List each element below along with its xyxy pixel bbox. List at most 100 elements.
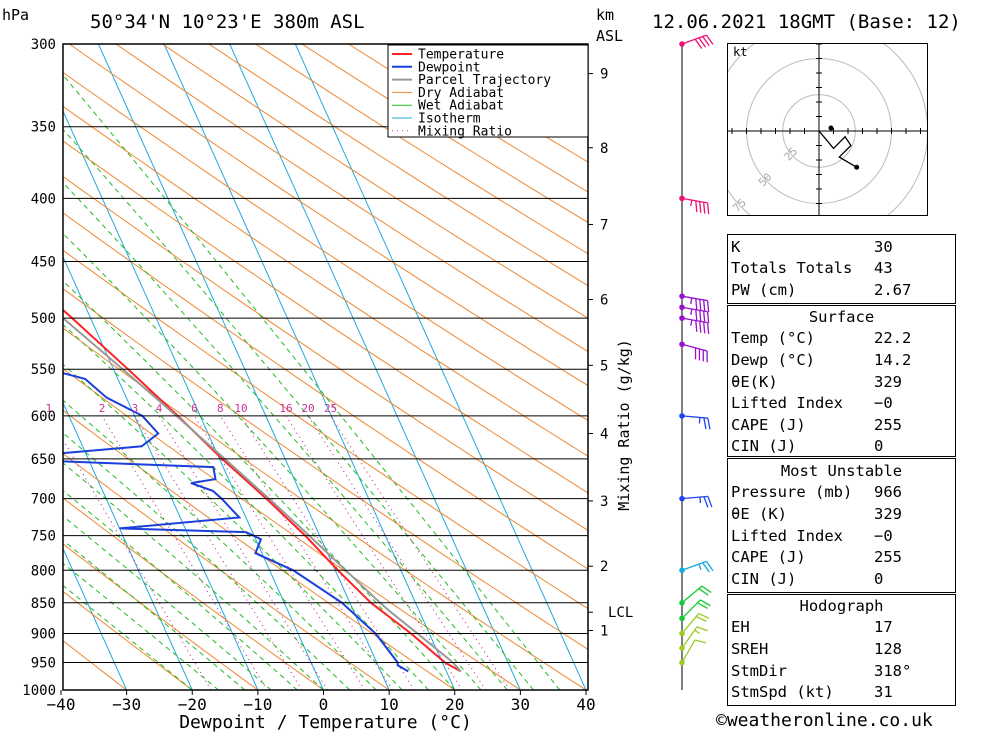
- general-index-value: 2.67: [874, 280, 912, 299]
- wet-adiabat-line: [63, 128, 534, 690]
- isotherm-line: [229, 44, 521, 690]
- wind-barb-feather: [699, 201, 702, 213]
- mu-index-label: θE (K): [731, 504, 787, 523]
- surface-index-label: Temp (°C): [731, 329, 815, 348]
- x-tick-label: −10: [243, 695, 272, 714]
- dry-adiabat-line: [115, 44, 588, 353]
- copyright-link[interactable]: ©weatheronline.co.uk: [716, 710, 933, 731]
- wind-barb-staff: [681, 639, 696, 663]
- wind-barb: [679, 495, 713, 508]
- wet-adiabat-line: [63, 181, 508, 690]
- wet-adiabat-line: [63, 489, 298, 690]
- hodograph-stats-table: Hodograph EH 17 SREH 128 StmDir 318° StmSpd (k…: [727, 595, 956, 703]
- hodo-ring: [728, 44, 927, 215]
- wind-barb-feather: [703, 321, 706, 334]
- most-unstable-title: Most Unstable: [780, 461, 903, 480]
- wind-barb-staff: [681, 197, 708, 204]
- general-index-row: K 30: [727, 236, 956, 258]
- dry-adiabat-line: [63, 249, 588, 610]
- wind-barb-half-feather: [698, 563, 702, 570]
- plot-frame: [62, 43, 589, 691]
- wind-barb-feather: [706, 322, 710, 335]
- wind-level-dot: [679, 659, 685, 666]
- most-unstable-table: Most Unstable Pressure (mb) 966 θE (K) 329 L…: [727, 460, 956, 590]
- isotherm-line: [63, 401, 193, 690]
- wind-barb-feather: [694, 38, 703, 49]
- mu-index-value: 329: [874, 504, 902, 523]
- wind-barb-feather: [706, 202, 710, 215]
- x-tick-label: −20: [178, 695, 207, 714]
- mu-index-label: Lifted Index: [731, 526, 843, 545]
- wind-barb-staff: [681, 34, 707, 45]
- surface-index-row: Temp (°C) 22.2: [727, 328, 956, 350]
- wind-barb-half-feather: [698, 417, 701, 424]
- hodograph-stats-title: Hodograph: [799, 596, 884, 615]
- x-tick-label: 0: [319, 695, 329, 714]
- wind-barb-staff: [681, 585, 703, 604]
- x-axis-label: Dewpoint / Temperature (°C): [179, 712, 472, 733]
- wind-barb-feather: [698, 37, 707, 48]
- wind-barb-feather: [702, 562, 710, 573]
- wind-barb-half-feather: [690, 308, 693, 316]
- wind-barb-half-feather: [690, 199, 693, 207]
- parcel-trajectory-line: [63, 316, 462, 673]
- wind-level-dot: [679, 413, 685, 419]
- asl-unit: ASL: [596, 27, 624, 45]
- mixing-ratio-label: 8: [217, 402, 224, 415]
- general-index-label: K: [731, 237, 741, 256]
- surface-title: Surface: [808, 307, 875, 326]
- height-tick-label: 2: [600, 559, 608, 575]
- wind-barb-feather: [694, 639, 707, 644]
- x-tick-label: 40: [576, 695, 595, 714]
- wind-level-dot: [679, 567, 685, 574]
- wind-level-dot: [679, 304, 685, 311]
- legend-entry: Isotherm: [418, 112, 481, 127]
- wind-barb-staff: [681, 415, 708, 419]
- mixing-ratio-line: [219, 415, 394, 690]
- wind-barb-staff: [681, 343, 708, 352]
- pressure-tick-label: 400: [31, 191, 56, 207]
- surface-index-label: Dewp (°C): [731, 350, 815, 369]
- dry-adiabat-line: [63, 497, 324, 690]
- hodograph-unit: kt: [733, 45, 748, 59]
- pressure-tick-label: 550: [31, 362, 56, 378]
- hodograph-stats-box: [727, 594, 956, 706]
- wet-adiabat-line: [63, 324, 429, 690]
- dry-adiabat-line: [63, 327, 587, 690]
- wind-barb-feather: [702, 36, 710, 47]
- wind-barb-staff: [681, 495, 708, 500]
- wind-level-dot: [679, 495, 685, 502]
- dry-adiabat-line: [162, 44, 588, 319]
- wind-barb: [679, 612, 710, 637]
- surface-index-row: CIN (J) 0: [727, 436, 956, 458]
- hodo-index-row: StmDir 318°: [727, 660, 956, 682]
- general-index-row: Totals Totals 43: [727, 258, 956, 280]
- surface-index-value: 0: [874, 437, 884, 456]
- general-index-value: 30: [874, 237, 893, 256]
- hodo-index-value: 318°: [874, 661, 912, 680]
- legend-entry: Temperature: [418, 48, 504, 63]
- legend-entry: Dry Adiabat: [418, 86, 504, 101]
- wind-barb-feather: [705, 561, 714, 572]
- most-unstable-box: [727, 458, 956, 593]
- wind-barb: [679, 34, 714, 49]
- wind-barb: [679, 293, 710, 313]
- mixing-ratio-label: 16: [279, 402, 292, 415]
- mixing-ratio-label: 4: [156, 402, 163, 415]
- station-location: 50°34'N 10°23'E 380m ASL: [90, 11, 365, 33]
- wind-barb-half-feather: [690, 297, 693, 304]
- pressure-tick-label: 900: [31, 626, 56, 642]
- wind-level-dot: [679, 645, 685, 651]
- dry-adiabat-line: [63, 368, 521, 690]
- x-tick-label: 20: [445, 695, 464, 714]
- wind-barb: [679, 304, 710, 324]
- x-tick-label: 30: [511, 695, 530, 714]
- general-index-value: 43: [874, 259, 893, 278]
- surface-index-value: 329: [874, 372, 902, 391]
- wind-level-dot: [679, 195, 685, 202]
- pressure-tick-label: 650: [31, 452, 56, 468]
- wet-adiabat-line: [63, 399, 377, 690]
- hodo-index-row: SREH 128: [727, 638, 956, 660]
